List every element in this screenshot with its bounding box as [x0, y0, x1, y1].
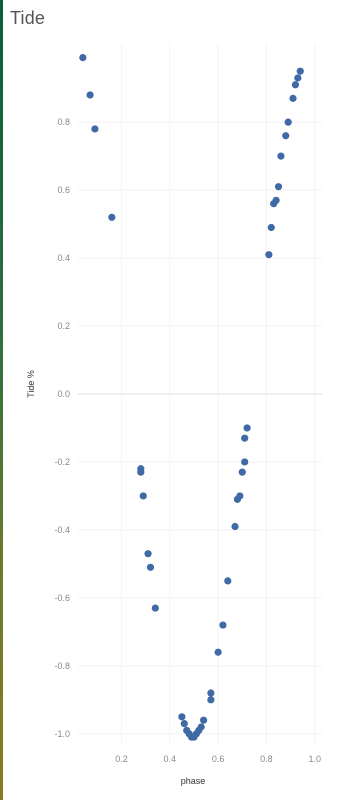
x-axis-title: phase	[181, 776, 206, 786]
data-point	[215, 649, 222, 656]
data-points	[79, 54, 304, 741]
y-tick-label: 0.0	[57, 389, 70, 399]
data-point	[144, 550, 151, 557]
data-point	[207, 696, 214, 703]
y-tick-label: -0.8	[54, 661, 70, 671]
y-tick-label: -1.0	[54, 729, 70, 739]
data-point	[137, 469, 144, 476]
y-tick-label: 0.6	[57, 185, 70, 195]
data-point	[272, 197, 279, 204]
data-point	[207, 689, 214, 696]
data-point	[294, 74, 301, 81]
data-point	[152, 604, 159, 611]
data-point	[198, 723, 205, 730]
y-tick-label: -0.6	[54, 593, 70, 603]
data-point	[236, 492, 243, 499]
x-tick-label: 1.0	[308, 754, 321, 764]
x-tick-label: 0.6	[212, 754, 225, 764]
data-point	[108, 214, 115, 221]
data-point	[244, 424, 251, 431]
y-tick-labels: 0.8 0.6 0.4 0.2 0.0 -0.2 -0.4 -0.6 -0.8 -1.0	[54, 117, 70, 739]
y-tick-label: 0.2	[57, 321, 70, 331]
data-point	[241, 458, 248, 465]
data-point	[285, 119, 292, 126]
data-point	[289, 95, 296, 102]
data-point	[265, 251, 272, 258]
data-point	[275, 183, 282, 190]
data-point	[282, 132, 289, 139]
data-point	[268, 224, 275, 231]
x-tick-label: 0.2	[115, 754, 128, 764]
data-point	[241, 435, 248, 442]
data-point	[297, 68, 304, 75]
y-tick-label: -0.4	[54, 525, 70, 535]
x-tick-labels: 0.2 0.4 0.6 0.8 1.0	[115, 754, 321, 764]
y-axis-title: Tide %	[26, 370, 36, 398]
data-point	[219, 621, 226, 628]
y-tick-label: -0.2	[54, 457, 70, 467]
data-point	[224, 577, 231, 584]
data-point	[86, 91, 93, 98]
y-tick-label: 0.4	[57, 253, 70, 263]
x-tick-label: 0.4	[164, 754, 177, 764]
data-point	[140, 492, 147, 499]
y-tick-label: 0.8	[57, 117, 70, 127]
data-point	[231, 523, 238, 530]
data-point	[91, 125, 98, 132]
grid-lines	[78, 44, 322, 744]
data-point	[178, 713, 185, 720]
data-point	[200, 717, 207, 724]
x-tick-label: 0.8	[260, 754, 273, 764]
data-point	[239, 469, 246, 476]
data-point	[79, 54, 86, 61]
data-point	[292, 81, 299, 88]
data-point	[181, 720, 188, 727]
data-point	[147, 564, 154, 571]
data-point	[277, 153, 284, 160]
